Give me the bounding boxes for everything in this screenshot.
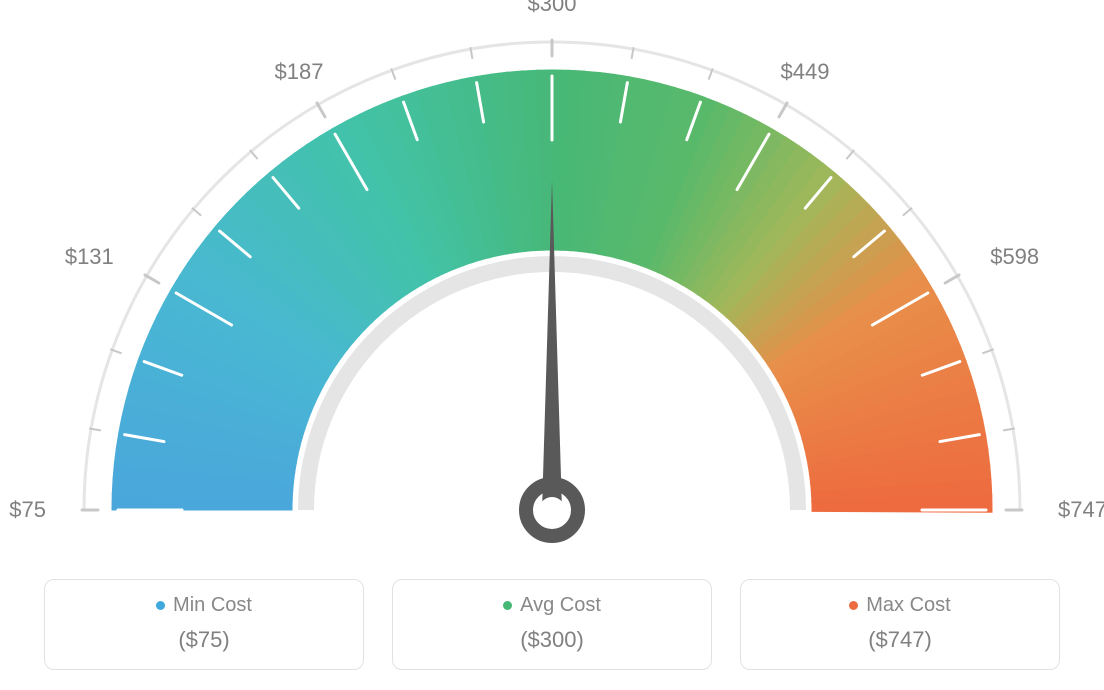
legend-dot-min: [156, 601, 165, 610]
legend-title-avg: Avg Cost: [503, 594, 601, 617]
legend-title-max: Max Cost: [849, 594, 950, 617]
gauge-svg: $75 $131 $187 $300 $449 $598 $747: [0, 0, 1104, 560]
legend-value-max: ($747): [751, 627, 1049, 653]
legend-dot-avg: [503, 601, 512, 610]
legend-card-min: Min Cost ($75): [44, 579, 364, 670]
svg-text:$598: $598: [990, 244, 1039, 269]
legend-card-max: Max Cost ($747): [740, 579, 1060, 670]
legend-label-max: Max Cost: [866, 594, 950, 617]
legend-title-min: Min Cost: [156, 594, 252, 617]
legend-value-min: ($75): [55, 627, 353, 653]
svg-text:$131: $131: [65, 244, 114, 269]
legend-label-avg: Avg Cost: [520, 594, 601, 617]
legend-dot-max: [849, 601, 858, 610]
legend-value-avg: ($300): [403, 627, 701, 653]
cost-gauge-widget: $75 $131 $187 $300 $449 $598 $747 Min Cost ($7…: [0, 0, 1104, 690]
legend-card-avg: Avg Cost ($300): [392, 579, 712, 670]
svg-text:$449: $449: [781, 59, 830, 84]
gauge-chart: $75 $131 $187 $300 $449 $598 $747: [0, 0, 1104, 560]
legend-label-min: Min Cost: [173, 594, 252, 617]
svg-text:$187: $187: [275, 59, 324, 84]
legend-row: Min Cost ($75) Avg Cost ($300) Max Cost …: [0, 579, 1104, 670]
svg-text:$75: $75: [9, 497, 46, 522]
svg-text:$747: $747: [1058, 497, 1104, 522]
svg-text:$300: $300: [528, 0, 577, 16]
